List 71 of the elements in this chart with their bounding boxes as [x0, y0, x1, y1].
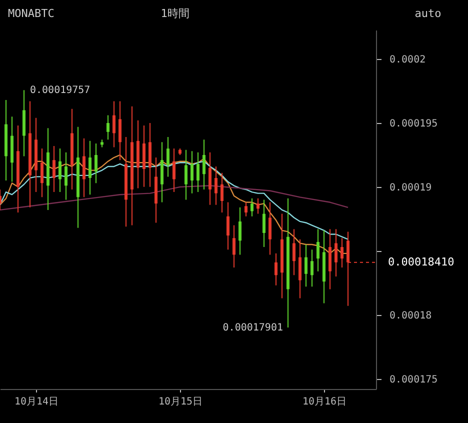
y-tick-label: 0.000175 [390, 374, 438, 386]
candlestick [190, 150, 194, 194]
candlestick [220, 172, 224, 214]
candlestick [268, 202, 272, 256]
candlestick [172, 148, 176, 193]
candlestick [226, 202, 230, 250]
candlestick [76, 126, 80, 228]
candlestick [244, 202, 248, 217]
candlestick [22, 90, 26, 157]
candlestick [94, 142, 98, 184]
candlestick [280, 213, 284, 299]
candlestick [316, 228, 320, 272]
candlestick [328, 228, 332, 290]
line-series [0, 154, 349, 254]
candlestick [136, 120, 140, 189]
candlestick [286, 198, 290, 328]
candlestick [82, 138, 86, 198]
candlestick [46, 128, 50, 210]
candlestick [232, 224, 236, 268]
candlestick [58, 148, 62, 193]
candlestick [40, 148, 44, 198]
y-tick-label: 0.0002 [390, 54, 426, 66]
candlestick [28, 100, 32, 208]
candlestick [154, 157, 158, 224]
candlestick [118, 100, 122, 161]
candlestick [34, 117, 38, 193]
candlestick [238, 206, 242, 256]
chart-title: MONABTC [8, 7, 54, 20]
annotation: 0.00019757 [30, 85, 90, 96]
annotation: 0.00017901 [222, 322, 283, 334]
candlestick [124, 136, 128, 228]
y-tick-label: 0.00018 [390, 310, 432, 322]
candlestick [10, 116, 14, 182]
candlestick [64, 152, 68, 200]
candlestick [166, 136, 170, 178]
candlestick [202, 139, 206, 190]
candlestick [334, 228, 338, 277]
candlestick [106, 114, 110, 140]
candlestick [130, 106, 134, 226]
y-tick-label: 0.00019 [390, 182, 432, 194]
candlestick [70, 108, 74, 190]
x-tick-label: 10月15日 [158, 396, 203, 408]
candlestick [310, 249, 314, 288]
candlestick [112, 100, 116, 148]
line-series [0, 160, 349, 240]
candlestick [184, 149, 188, 200]
candlestick [208, 152, 212, 206]
x-tick-label: 10月16日 [302, 396, 347, 408]
candlestick [304, 244, 308, 288]
candlestick [274, 252, 278, 286]
candlestick [16, 125, 20, 214]
candlestick [196, 152, 200, 193]
candlestick [322, 230, 326, 304]
x-tick-label: 10月14日 [14, 396, 59, 408]
text: auto [414, 7, 442, 20]
candlestick [340, 238, 344, 268]
candlestick [214, 166, 218, 206]
y-tick-label: 0.000195 [390, 118, 438, 130]
candlestick [298, 238, 302, 299]
candlestick [4, 99, 8, 182]
candlestick [250, 198, 254, 217]
candlestick [88, 140, 92, 196]
candlestick [256, 198, 260, 214]
ref-line-label: 0.00018410 [388, 255, 454, 268]
candlestick [160, 142, 164, 203]
candlestick [292, 228, 296, 276]
text: 1時間 [160, 7, 190, 20]
candlestick [148, 122, 152, 188]
candlestick [262, 199, 266, 248]
candlestick [142, 125, 146, 188]
candlestick [52, 146, 56, 193]
